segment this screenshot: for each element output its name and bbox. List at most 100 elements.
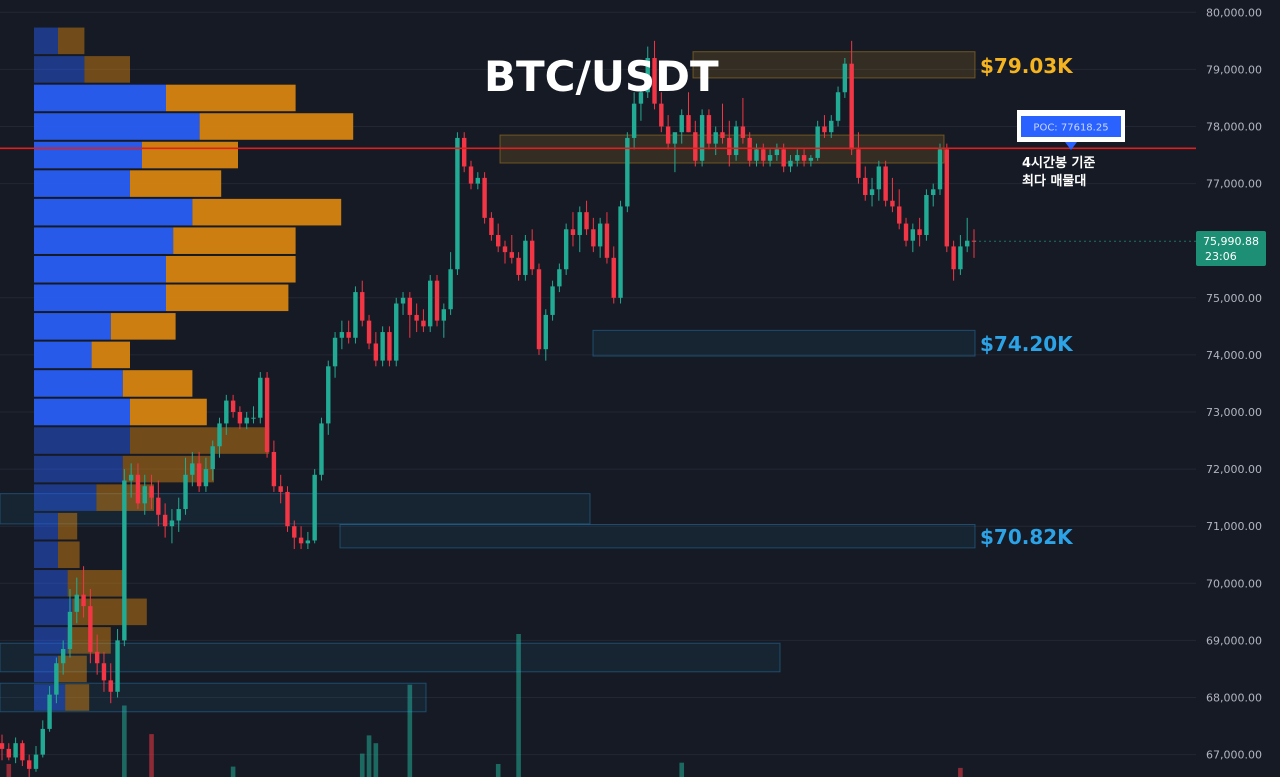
volume-bars [6,634,963,777]
candle-body [774,149,780,156]
candle-body [421,320,426,327]
candle-body [162,514,168,527]
candle-body [767,155,773,161]
candle-body [468,166,474,184]
current-price-value: 75,990.88 [1203,235,1259,248]
candle-body [6,748,11,758]
candle-body [652,57,657,104]
volume-profile-buy-bar [34,427,130,454]
candle-body [795,155,800,161]
candle-body [495,234,501,247]
price-zone [692,51,976,79]
price-tick-label: 70,000.00 [1206,577,1262,590]
volume-bar [149,734,154,777]
candle-body [244,417,249,424]
candle-body [781,149,786,167]
price-tick-label: 73,000.00 [1206,406,1262,419]
candle-body [659,103,664,127]
candle-body [305,540,311,544]
volume-profile-buy-bar [34,198,193,226]
price-zone [0,493,591,525]
candle-body [550,286,555,315]
price-zone [0,682,427,713]
candle-body [944,149,950,247]
volume-profile [34,27,354,711]
price-tick-label: 74,000.00 [1206,349,1262,362]
volume-profile-buy-bar [34,455,123,483]
volume-profile-buy-bar [34,255,166,283]
candle-body [523,240,528,275]
candle-body [400,297,406,304]
price-zones: $79.03K $74.20K $70.82K [0,51,1074,713]
candle-body [394,303,399,361]
poc-label-text: POC: 77618.25 [1033,123,1108,134]
candle-body [897,206,902,224]
volume-bar [122,705,127,777]
candle-body [965,240,970,247]
candle-body [54,663,59,695]
candle-body [910,229,916,241]
candle-body [264,377,270,452]
candle-body [196,463,202,487]
volume-bar [958,767,963,777]
candle-body [849,63,854,150]
candle-body [128,474,134,481]
candle-body [822,126,827,133]
poc-label-fill [1021,116,1121,137]
candle-body [169,520,175,527]
candle-body [434,280,440,321]
volume-profile-buy-bar [34,341,92,369]
candle-body [366,320,372,344]
price-tick-label: 80,000.00 [1206,6,1262,19]
candle-body [835,92,841,121]
candle-body [733,126,739,156]
volume-profile-sell-bar [166,255,296,283]
candlestick-series[interactable] [0,40,1196,777]
candle-body [761,149,766,161]
candle-body [81,594,86,607]
candle-body [258,377,263,418]
current-price-tag-bg [1196,231,1266,266]
candle-body [326,366,331,424]
candle-body [407,297,413,315]
candle-body [958,246,963,270]
candle-body [115,640,120,692]
volume-profile-sell-bar [58,541,80,569]
candle-body [67,611,73,649]
volume-profile-sell-bar [199,113,354,140]
price-tick-label: 67,000.00 [1206,749,1262,762]
candle-body [489,217,494,235]
candle-body [210,446,215,470]
candle-body [740,126,746,138]
volume-profile-sell-bar [58,27,85,55]
volume-bar [407,684,413,777]
price-zone [592,329,976,357]
volume-profile-buy-bar [34,141,142,169]
candle-body [237,412,243,424]
volume-profile-sell-bar [84,56,130,83]
price-axis[interactable]: 80,000.00 79,000.00 78,000.00 77,000.00 75,0… [1206,6,1262,761]
candle-body [645,57,650,93]
current-price-tag: 75,990.88 23:06 [1196,231,1266,266]
volume-profile-buy-bar [34,113,200,140]
candle-body [190,463,195,475]
candle-body [13,743,18,758]
candle-body [509,252,514,258]
candle-body [638,92,644,104]
candle-body [278,486,283,492]
candle-body [563,229,569,270]
candle-body [230,400,236,412]
candle-body [829,120,834,133]
candle-body [60,648,66,664]
volume-profile-buy-bar [34,398,130,426]
candle-body [47,694,52,729]
volume-profile-sell-bar [142,141,238,169]
candle-body [686,115,691,133]
candle-body [380,332,385,361]
candle-body [611,257,616,298]
candle-body [747,137,752,161]
candle-body [924,195,929,235]
poc-group: POC: 77618.25 4시간봉 기준 최다 매물대 [0,110,1196,189]
candle-body [808,157,814,161]
